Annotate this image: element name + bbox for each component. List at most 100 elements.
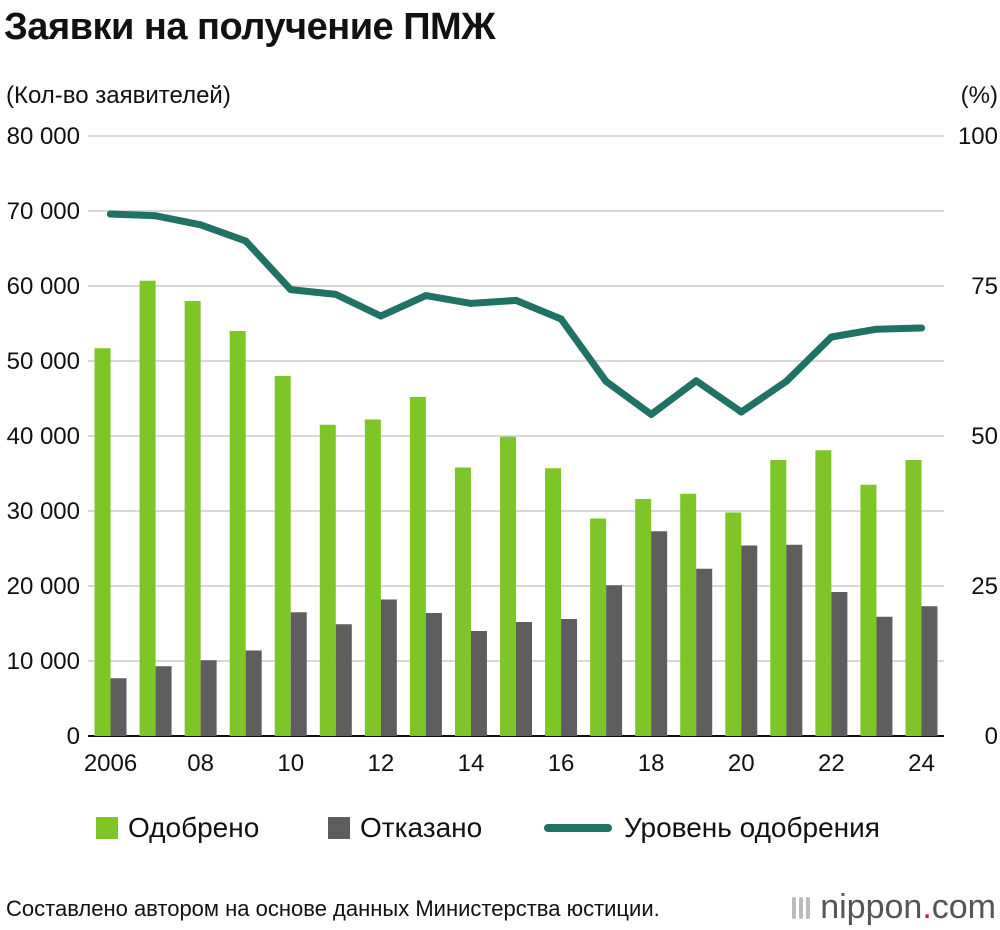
rate-point	[512, 296, 520, 304]
legend-swatch-rejected	[328, 817, 350, 839]
rate-point	[107, 210, 115, 218]
legend-swatch-approved	[96, 817, 118, 839]
left-axis-unit: (Кол-во заявителей)	[6, 82, 231, 109]
bar-approved	[94, 348, 111, 736]
y-tick-label: 50 000	[7, 348, 80, 375]
bar-rejected	[876, 616, 893, 736]
bar-rejected	[155, 666, 172, 736]
rate-point	[872, 325, 880, 333]
rate-point	[827, 333, 835, 341]
bar-approved	[409, 397, 426, 736]
x-tick-label: 2006	[84, 750, 137, 777]
bar-rejected	[110, 678, 127, 736]
rate-point	[737, 408, 745, 416]
axis-labels: 0 10 000 20 000 30 000 40 000 50 000 60 000 70 …	[7, 123, 998, 777]
bar-approved	[635, 499, 652, 736]
y-tick-label: 80 000	[7, 123, 80, 150]
rate-point	[782, 377, 790, 385]
y-tick-label: 30 000	[7, 498, 80, 525]
bar-approved	[545, 468, 562, 736]
bar-rejected	[741, 545, 758, 736]
bar-approved	[500, 436, 516, 736]
bar-rejected	[651, 531, 668, 736]
bar-rejected	[921, 606, 938, 736]
bar-rejected	[200, 660, 217, 736]
bar-approved	[680, 493, 697, 736]
rate-point	[467, 299, 475, 307]
rate-point	[692, 377, 700, 385]
rate-point	[332, 290, 340, 298]
rate-point	[287, 286, 295, 294]
bar-rejected	[696, 568, 713, 736]
legend-item-approved: Одобрено	[96, 812, 259, 844]
y-tick-label: 20 000	[7, 573, 80, 600]
bar-approved	[319, 424, 336, 736]
bar-rejected	[786, 544, 803, 736]
bar-rejected	[831, 592, 848, 736]
rate-line-group	[107, 210, 925, 418]
legend-item-rejected: Отказано	[328, 812, 482, 844]
bar-approved	[770, 460, 787, 736]
legend-label-approved: Одобрено	[128, 812, 260, 843]
chart-title: Заявки на получение ПМЖ	[4, 6, 496, 48]
x-tick-label: 20	[728, 750, 755, 777]
y2-tick-label: 100	[958, 123, 998, 150]
y-tick-label: 70 000	[7, 198, 80, 225]
x-tick-label: 08	[187, 750, 214, 777]
x-tick-label: 24	[908, 750, 935, 777]
bar-approved	[725, 512, 742, 736]
bar-approved	[860, 484, 877, 736]
y-tick-label: 10 000	[7, 648, 80, 675]
right-axis-unit: (%)	[960, 82, 998, 109]
y2-tick-label: 0	[985, 723, 998, 750]
x-tick-label: 16	[548, 750, 575, 777]
rate-point	[242, 237, 250, 245]
rate-point	[197, 221, 205, 229]
rate-point	[557, 315, 565, 323]
bar-rejected	[245, 650, 262, 736]
y2-tick-label: 50	[971, 423, 998, 450]
rate-point	[152, 212, 160, 220]
legend: Одобрено Отказано Уровень одобрения	[0, 812, 1000, 856]
bar-approved	[590, 518, 607, 736]
bar-approved	[905, 460, 922, 736]
x-tick-label: 22	[818, 750, 845, 777]
logo-suffix: com	[931, 888, 996, 926]
bar-rejected	[290, 612, 307, 736]
legend-label-rate: Уровень одобрения	[624, 812, 880, 843]
y-tick-label: 60 000	[7, 273, 80, 300]
bar-rejected	[470, 631, 487, 736]
x-tick-label: 14	[458, 750, 485, 777]
x-tick-label: 12	[367, 750, 394, 777]
legend-label-rejected: Отказано	[360, 812, 483, 843]
bar-approved	[184, 301, 201, 736]
legend-swatch-rate	[544, 824, 612, 832]
y-tick-label: 40 000	[7, 423, 80, 450]
legend-item-rate: Уровень одобрения	[544, 812, 880, 844]
nippon-logo: nippon. com	[792, 888, 996, 927]
bar-approved	[139, 280, 156, 736]
nippon-mark-icon	[792, 896, 811, 919]
logo-name: nippon	[820, 888, 923, 926]
y-tick-label: 0	[67, 723, 80, 750]
x-tick-label: 10	[277, 750, 304, 777]
bar-approved	[229, 331, 246, 736]
bar-approved	[815, 450, 832, 736]
rate-point	[377, 312, 385, 320]
bar-approved	[364, 419, 381, 736]
rate-point	[647, 410, 655, 418]
bar-rejected	[335, 624, 352, 736]
y2-tick-label: 25	[971, 573, 998, 600]
logo-dot: .	[922, 888, 932, 926]
bar-rejected	[606, 585, 623, 736]
bar-rejected	[380, 599, 397, 736]
bar-approved	[454, 467, 471, 736]
x-tick-label: 18	[638, 750, 665, 777]
y2-tick-label: 75	[971, 273, 998, 300]
bar-group	[94, 280, 938, 736]
source-note: Составлено автором на основе данных Мини…	[6, 896, 660, 921]
rate-point	[917, 324, 925, 332]
rate-point	[422, 292, 430, 300]
bar-rejected	[516, 622, 532, 736]
bar-approved	[274, 376, 291, 736]
